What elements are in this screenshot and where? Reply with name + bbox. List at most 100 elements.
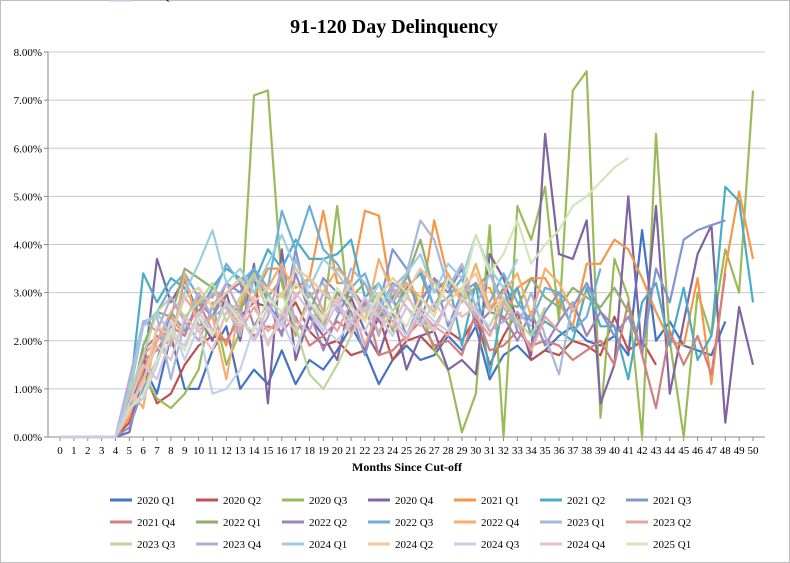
- series-line: [60, 132, 755, 439]
- y-tick-label: 3.00%: [14, 288, 42, 300]
- y-tick-label: 5.00%: [14, 191, 42, 203]
- legend-item: 2025 Q2: [110, 0, 175, 3]
- x-tick-label: 42: [637, 445, 648, 457]
- y-tick-label: 0.00%: [14, 432, 42, 444]
- x-tick-label: 38: [581, 445, 593, 457]
- legend-label: 2021 Q3: [653, 495, 692, 507]
- x-tick-label: 45: [678, 445, 690, 457]
- x-axis-label: Months Since Cut-off: [352, 460, 463, 474]
- legend-label: 2022 Q2: [309, 517, 347, 529]
- legend-label: 2022 Q4: [481, 517, 520, 529]
- legend-item: 2022 Q3: [368, 517, 434, 529]
- legend-label: 2021 Q4: [137, 517, 176, 529]
- legend-item: 2023 Q4: [196, 539, 262, 551]
- legend-label: 2024 Q3: [481, 539, 520, 551]
- y-tick-label: 2.00%: [14, 336, 42, 348]
- x-tick-label: 25: [401, 445, 413, 457]
- x-tick-label: 7: [154, 445, 160, 457]
- x-tick-label: 23: [373, 445, 385, 457]
- series-line: [60, 273, 727, 439]
- y-axis-ticks: 0.00% 1.00% 2.00% 3.00% 4.00% 5.00% 6.00% 7.00%…: [14, 47, 48, 444]
- x-tick-label: 0: [57, 445, 63, 457]
- legend-label: 2025 Q1: [653, 539, 691, 551]
- legend-item: 2020 Q3: [282, 495, 348, 507]
- legend-label: 2021 Q2: [567, 495, 605, 507]
- legend-item: 2024 Q2: [368, 539, 433, 551]
- x-tick-label: 6: [140, 445, 146, 457]
- series-lines: [60, 70, 755, 439]
- x-tick-label: 34: [526, 445, 538, 457]
- series-line: [60, 219, 574, 439]
- x-tick-label: 39: [595, 445, 607, 457]
- legend-label: 2023 Q4: [223, 539, 262, 551]
- legend-label: 2021 Q1: [481, 495, 519, 507]
- x-tick-label: 31: [484, 445, 495, 457]
- legend-item: 2022 Q4: [454, 517, 520, 529]
- x-tick-label: 28: [443, 445, 455, 457]
- legend-label: 2020 Q2: [223, 495, 261, 507]
- legend-item: 2025 Q1: [626, 539, 691, 551]
- series-line: [60, 156, 629, 439]
- legend-label: 2024 Q2: [395, 539, 433, 551]
- series-line: [60, 296, 477, 439]
- x-tick-label: 26: [415, 445, 427, 457]
- x-tick-label: 50: [748, 445, 760, 457]
- series-line: [60, 291, 463, 439]
- legend-label: 2023 Q3: [137, 539, 176, 551]
- y-tick-label: 4.00%: [14, 240, 42, 252]
- x-tick-label: 8: [168, 445, 174, 457]
- x-tick-label: 19: [318, 445, 330, 457]
- x-tick-label: 46: [692, 445, 704, 457]
- x-tick-label: 5: [127, 445, 133, 457]
- x-tick-label: 29: [456, 445, 468, 457]
- x-tick-label: 11: [207, 445, 218, 457]
- x-tick-label: 44: [664, 445, 676, 457]
- legend-item: 2023 Q1: [540, 517, 605, 529]
- x-tick-label: 32: [498, 445, 509, 457]
- x-tick-label: 12: [221, 445, 232, 457]
- x-tick-label: 24: [387, 445, 399, 457]
- legend-label: 2020 Q1: [137, 495, 175, 507]
- legend-item: 2022 Q2: [282, 517, 347, 529]
- x-tick-label: 3: [99, 445, 105, 457]
- legend-item: 2024 Q3: [454, 539, 520, 551]
- x-tick-label: 13: [235, 445, 247, 457]
- legend-item: 2024 Q1: [282, 539, 347, 551]
- x-tick-label: 14: [249, 445, 261, 457]
- legend-item: 2023 Q2: [626, 517, 691, 529]
- y-tick-label: 6.00%: [14, 143, 42, 155]
- x-tick-label: 48: [720, 445, 732, 457]
- x-tick-label: 15: [262, 445, 274, 457]
- y-tick-label: 8.00%: [14, 47, 42, 59]
- series-line: [60, 301, 657, 439]
- legend-item: 2020 Q1: [110, 495, 175, 507]
- legend-label: 2024 Q1: [309, 539, 347, 551]
- x-tick-label: 35: [540, 445, 552, 457]
- legend-label: 2023 Q1: [567, 517, 605, 529]
- x-tick-label: 18: [304, 445, 316, 457]
- legend: 2020 Q1 2020 Q2 2020 Q3 2020 Q4 2021 Q1 2021 …: [110, 0, 692, 551]
- legend-label: 2022 Q3: [395, 517, 434, 529]
- x-tick-label: 43: [650, 445, 662, 457]
- legend-item: 2021 Q3: [626, 495, 692, 507]
- x-tick-label: 21: [346, 445, 357, 457]
- legend-label: 2023 Q2: [653, 517, 691, 529]
- x-tick-label: 47: [706, 445, 718, 457]
- x-tick-label: 33: [512, 445, 524, 457]
- series-line: [60, 229, 519, 439]
- legend-label: 2022 Q1: [223, 517, 261, 529]
- x-tick-label: 10: [193, 445, 205, 457]
- series-line: [60, 185, 755, 439]
- legend-item: 2024 Q4: [540, 539, 606, 551]
- x-tick-label: 4: [113, 445, 119, 457]
- x-tick-label: 37: [567, 445, 579, 457]
- legend-label: 2020 Q4: [395, 495, 434, 507]
- legend-label: 2024 Q4: [567, 539, 606, 551]
- legend-label: 2020 Q3: [309, 495, 348, 507]
- y-tick-label: 1.00%: [14, 384, 42, 396]
- chart-title: 91-120 Day Delinquency: [290, 16, 498, 38]
- legend-item: 2020 Q2: [196, 495, 261, 507]
- legend-item: 2021 Q1: [454, 495, 519, 507]
- x-tick-label: 40: [609, 445, 621, 457]
